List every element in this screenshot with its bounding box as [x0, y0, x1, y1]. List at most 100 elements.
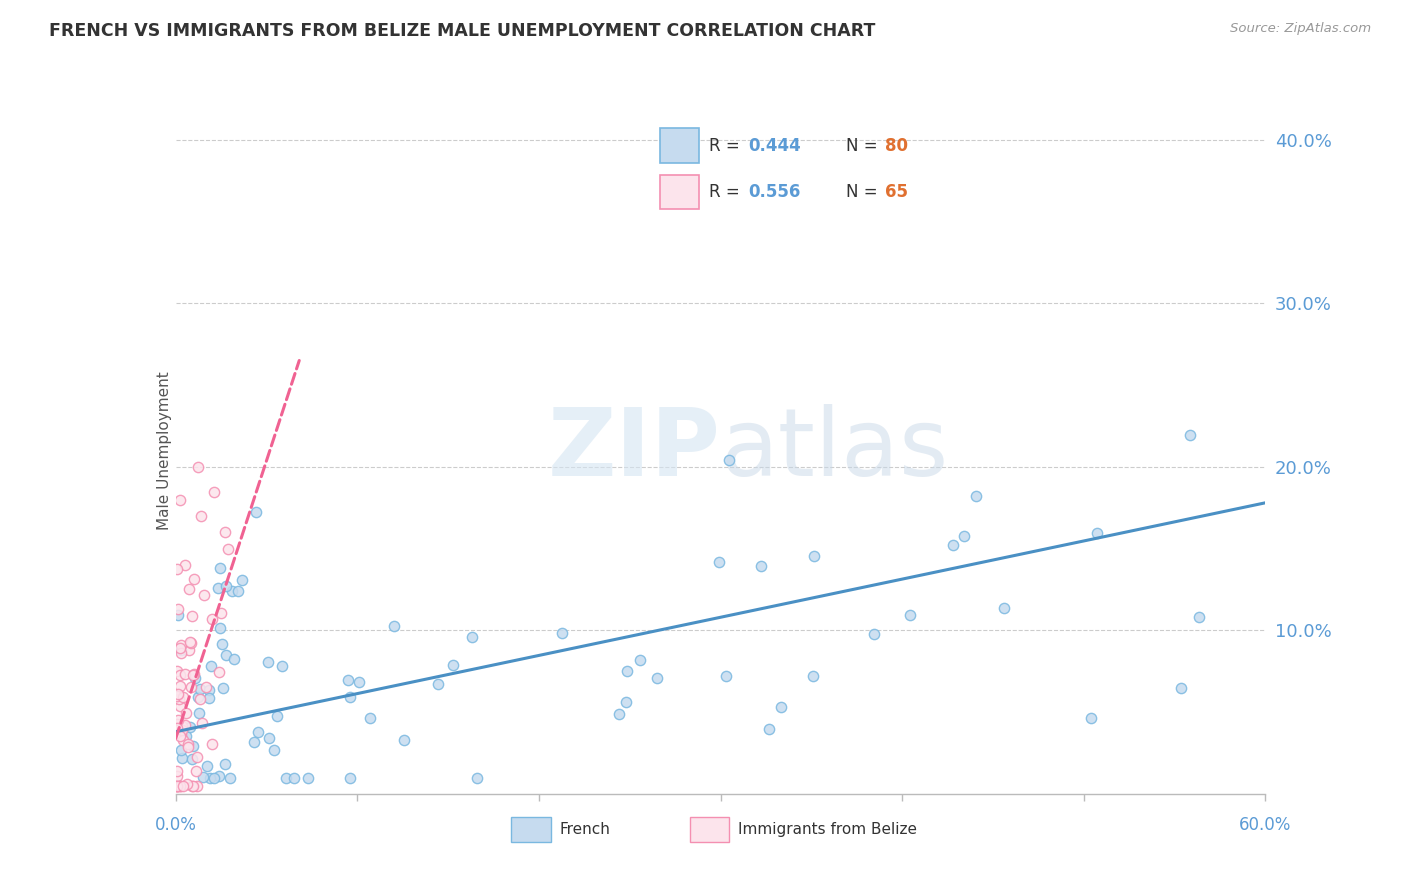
Point: [211, 637, 233, 651]
Point: [257, 655, 280, 669]
FancyBboxPatch shape: [659, 128, 699, 163]
Text: 60.0%: 60.0%: [1239, 816, 1292, 834]
Point: [180, 636, 202, 650]
Point: [245, 505, 267, 519]
Point: [170, 728, 193, 742]
Point: [176, 740, 198, 755]
Point: [173, 666, 195, 681]
Point: [953, 529, 976, 543]
Point: [201, 612, 224, 626]
Point: [209, 620, 232, 634]
Text: R =: R =: [709, 136, 745, 155]
Point: [187, 690, 209, 705]
Point: [166, 689, 188, 703]
Point: [190, 682, 212, 697]
Point: [166, 717, 188, 731]
Point: [801, 669, 824, 683]
Text: N =: N =: [846, 136, 883, 155]
Point: [181, 667, 204, 681]
Point: [166, 664, 188, 678]
Point: [226, 583, 249, 598]
Point: [172, 690, 194, 704]
Point: [898, 607, 921, 622]
Point: [645, 672, 668, 686]
Point: [169, 691, 191, 706]
Point: [166, 779, 188, 793]
Point: [208, 665, 231, 679]
Point: [167, 687, 190, 701]
Point: [215, 579, 238, 593]
Point: [718, 453, 741, 467]
Point: [257, 731, 280, 745]
Point: [336, 673, 359, 687]
Point: [181, 739, 204, 753]
Point: [382, 619, 405, 633]
Point: [195, 759, 218, 773]
Point: [172, 732, 194, 747]
Point: [208, 561, 231, 575]
Point: [297, 771, 319, 785]
Point: [169, 667, 191, 681]
Text: Immigrants from Belize: Immigrants from Belize: [738, 822, 917, 837]
Point: [169, 729, 191, 743]
Point: [207, 582, 229, 596]
Point: [181, 608, 204, 623]
Point: [242, 734, 264, 748]
Point: [186, 779, 208, 793]
Point: [170, 719, 193, 733]
Point: [247, 725, 270, 739]
Point: [769, 700, 792, 714]
Point: [174, 718, 197, 732]
Point: [616, 664, 638, 678]
Point: [172, 723, 194, 737]
Point: [1170, 681, 1192, 696]
Point: [191, 715, 214, 730]
Point: [942, 538, 965, 552]
Point: [758, 722, 780, 736]
Point: [193, 588, 215, 602]
Y-axis label: Male Unemployment: Male Unemployment: [157, 371, 172, 530]
Point: [749, 558, 772, 573]
Point: [169, 679, 191, 693]
Point: [607, 706, 630, 721]
Text: 65: 65: [886, 183, 908, 201]
Point: [218, 771, 240, 785]
Point: [616, 695, 638, 709]
Point: [221, 583, 243, 598]
Point: [359, 711, 381, 725]
Point: [198, 690, 221, 705]
Point: [441, 657, 464, 672]
Text: 0.556: 0.556: [748, 183, 800, 201]
Point: [170, 646, 193, 660]
Point: [426, 677, 449, 691]
Point: [184, 764, 207, 779]
Point: [215, 648, 238, 663]
Point: [271, 659, 294, 673]
Text: Source: ZipAtlas.com: Source: ZipAtlas.com: [1230, 22, 1371, 36]
Point: [169, 779, 191, 793]
Point: [170, 643, 193, 657]
Point: [177, 738, 200, 752]
Point: [174, 730, 197, 744]
Point: [283, 771, 305, 785]
Point: [183, 572, 205, 586]
Text: 0.444: 0.444: [748, 136, 800, 155]
Point: [166, 769, 188, 783]
Point: [166, 779, 188, 793]
Point: [169, 779, 191, 793]
Point: [169, 492, 191, 507]
Point: [179, 720, 201, 734]
Point: [181, 752, 204, 766]
Point: [460, 630, 482, 644]
Point: [170, 743, 193, 757]
Point: [392, 733, 415, 747]
Point: [714, 669, 737, 683]
Point: [214, 525, 236, 540]
Point: [181, 779, 204, 793]
Point: [174, 706, 197, 720]
Point: [173, 558, 195, 572]
Point: [266, 709, 288, 723]
Point: [191, 770, 214, 784]
Text: French: French: [560, 822, 610, 837]
Text: ZIP: ZIP: [548, 404, 721, 497]
